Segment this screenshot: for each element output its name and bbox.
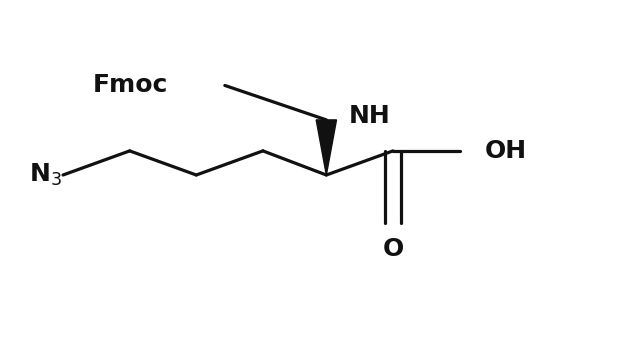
Text: O: O	[382, 237, 404, 261]
Text: Fmoc: Fmoc	[92, 74, 168, 97]
Text: OH: OH	[485, 139, 527, 163]
Text: NH: NH	[349, 104, 390, 128]
Polygon shape	[316, 120, 337, 175]
Text: N$_3$: N$_3$	[29, 162, 62, 188]
